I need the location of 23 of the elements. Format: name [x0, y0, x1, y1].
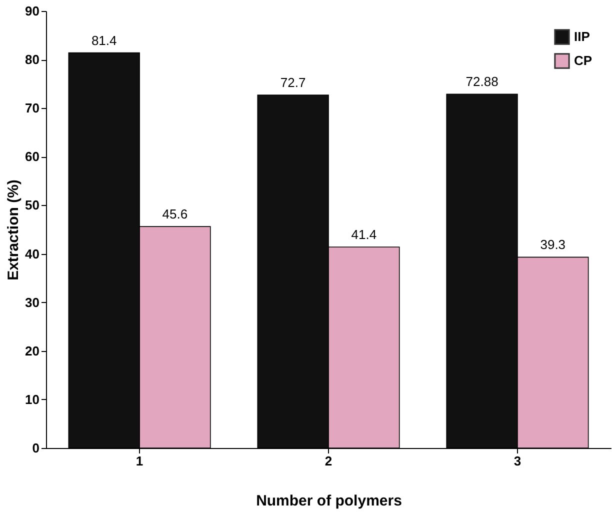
data-label: 41.4 — [351, 226, 377, 242]
legend-label: IIP — [574, 29, 590, 44]
y-tick-label: 80 — [25, 52, 40, 68]
data-label: 72.7 — [280, 75, 306, 90]
x-axis-title: Number of polymers — [256, 492, 402, 510]
data-label: 81.4 — [91, 32, 117, 48]
x-tick-label: 2 — [324, 454, 332, 468]
y-tick-label: 20 — [25, 343, 40, 358]
data-label: 45.6 — [162, 206, 188, 222]
x-tick-label: 3 — [514, 454, 522, 468]
y-axis-title: Extraction (%) — [5, 180, 22, 280]
y-tick-label: 40 — [25, 246, 40, 262]
y-tick-label: 50 — [25, 198, 40, 213]
y-tick-label: 70 — [25, 100, 40, 116]
y-tick-label: 30 — [25, 294, 40, 310]
legend-label: CP — [574, 53, 592, 68]
x-tick-label: 1 — [136, 454, 144, 468]
y-tick-label: 90 — [25, 4, 40, 18]
data-label: 72.88 — [466, 74, 498, 90]
y-tick-label: 10 — [25, 392, 40, 407]
y-tick-label: 60 — [25, 149, 40, 164]
y-tick-label: 0 — [32, 440, 40, 456]
data-label: 39.3 — [540, 237, 566, 252]
